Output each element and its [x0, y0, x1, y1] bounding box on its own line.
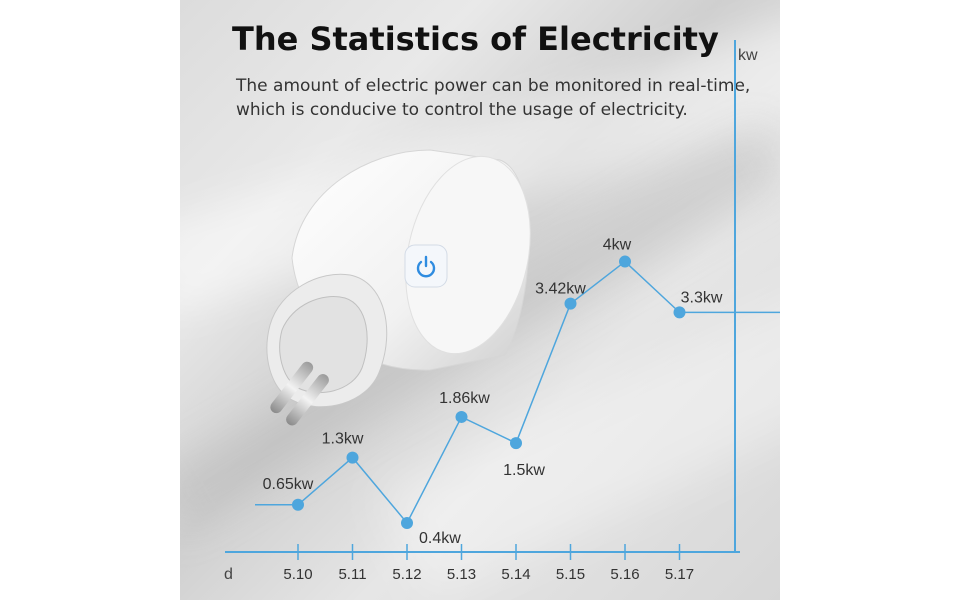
power-icon: [416, 255, 436, 278]
subtitle-line: The amount of electric power can be moni…: [236, 76, 751, 96]
data-point: [673, 306, 686, 319]
data-point: [455, 410, 468, 423]
data-label: 1.86kw: [439, 390, 490, 407]
x-tick-label: 5.10: [283, 566, 312, 583]
data-label: 3.3kw: [681, 289, 723, 306]
x-tick-label: 5.11: [338, 566, 366, 583]
x-axis-label: d: [224, 566, 233, 583]
subtitle-line: which is conducive to control the usage …: [236, 100, 688, 120]
data-point: [401, 516, 413, 529]
x-tick-label: 5.15: [556, 566, 585, 583]
data-point: [292, 498, 304, 511]
data-point: [564, 297, 577, 310]
x-tick-label: 5.16: [610, 566, 639, 583]
page-subtitle: The amount of electric power can be moni…: [236, 74, 751, 122]
data-label: 1.3kw: [322, 431, 364, 448]
data-label: 3.42kw: [535, 281, 586, 298]
data-label: 4kw: [603, 237, 632, 254]
page-title: The Statistics of Electricity: [232, 20, 719, 58]
x-tick-label: 5.17: [665, 566, 694, 583]
data-label: 0.65kw: [263, 476, 314, 493]
data-point: [619, 255, 631, 268]
data-label: 0.4kw: [419, 530, 461, 547]
series-line: [297, 260, 681, 525]
data-label: 1.5kw: [503, 462, 545, 479]
data-point: [510, 437, 522, 450]
x-tick-label: 5.13: [447, 566, 476, 583]
x-tick-label: 5.14: [501, 566, 530, 583]
data-point: [346, 451, 359, 464]
x-tick-label: 5.12: [392, 566, 421, 583]
y-axis-label: kw: [738, 47, 758, 64]
